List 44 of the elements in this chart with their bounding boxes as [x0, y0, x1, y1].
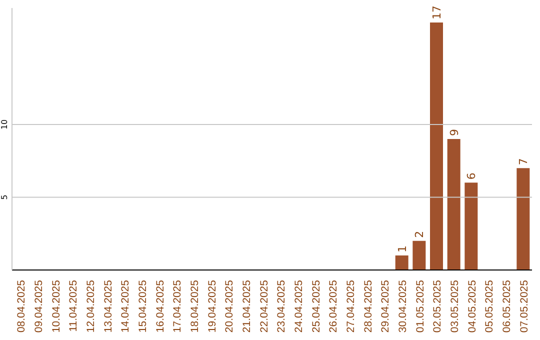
bar [464, 182, 478, 270]
data-label: 1 [396, 245, 409, 252]
x-tick-label: 26.04.2025 [328, 280, 340, 333]
x-tick-label: 23.04.2025 [276, 280, 288, 333]
x-tick-label: 04.05.2025 [466, 280, 478, 333]
x-tick-label: 06.05.2025 [501, 280, 513, 333]
x-tick-label: 21.04.2025 [241, 280, 253, 333]
x-tick-label: 07.05.2025 [518, 280, 530, 333]
data-label: 7 [517, 158, 530, 166]
y-tick-label: 10 [0, 119, 9, 130]
x-tick-label: 24.04.2025 [293, 280, 305, 333]
data-label: 2 [413, 230, 426, 238]
bar [447, 139, 460, 270]
x-tick-label: 15.04.2025 [137, 280, 149, 333]
x-tick-label: 20.04.2025 [224, 280, 236, 333]
x-tick-label: 25.04.2025 [310, 280, 322, 333]
x-tick-label: 05.05.2025 [484, 280, 496, 333]
y-tick-label: 5 [0, 194, 9, 200]
x-tick-label: 03.05.2025 [449, 280, 461, 333]
x-tick-label: 22.04.2025 [258, 280, 270, 333]
bar [516, 168, 530, 270]
data-label: 17 [430, 6, 444, 20]
x-tick-label: 16.04.2025 [154, 280, 166, 333]
x-tick-label: 30.04.2025 [397, 280, 409, 333]
bar [430, 22, 443, 270]
data-label: 6 [465, 172, 478, 180]
x-tick-label: 09.04.2025 [33, 280, 45, 333]
x-tick-label: 28.04.2025 [362, 280, 374, 333]
x-tick-label: 29.04.2025 [380, 280, 392, 333]
x-tick-label: 13.04.2025 [102, 280, 114, 333]
bar [395, 255, 408, 270]
x-tick-label: 19.04.2025 [206, 280, 218, 333]
x-tick-label: 10.04.2025 [50, 280, 62, 333]
data-label: 9 [448, 129, 461, 136]
x-tick-label: 17.04.2025 [172, 280, 184, 333]
x-tick-label: 18.04.2025 [189, 280, 201, 333]
x-tick-label: 27.04.2025 [345, 280, 357, 333]
x-tick-label: 11.04.2025 [68, 280, 80, 332]
x-tick-label: 01.05.2025 [414, 280, 426, 333]
x-tick-label: 12.04.2025 [85, 280, 97, 333]
x-tick-label: 14.04.2025 [120, 280, 132, 333]
x-tick-label: 08.04.2025 [16, 280, 28, 333]
bar [412, 240, 426, 270]
x-tick-label: 02.05.2025 [432, 280, 444, 333]
